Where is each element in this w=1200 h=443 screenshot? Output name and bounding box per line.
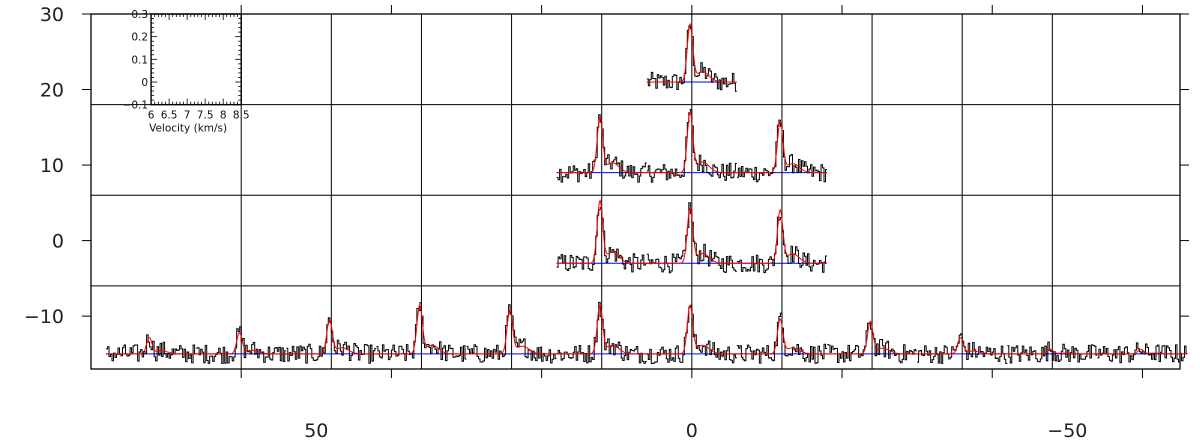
x-tick-label: 50 — [304, 420, 328, 442]
fit-spectrum-line — [286, 318, 377, 355]
spectrum-cell — [646, 22, 737, 92]
spectrum-cell — [286, 317, 377, 364]
inset-y-tick-label: 0.1 — [131, 54, 148, 66]
fit-spectrum-line — [1097, 348, 1188, 355]
fit-spectrum-line — [736, 318, 827, 355]
fit-spectrum-line — [827, 320, 918, 355]
fit-spectrum-line — [556, 304, 647, 355]
observed-spectrum-line — [646, 109, 737, 183]
spectrum-cell — [736, 119, 828, 183]
fit-spectrum-line — [556, 199, 647, 264]
observed-spectrum-line — [376, 302, 467, 362]
inset-x-tick-label: 6 — [148, 110, 155, 122]
spectrum-cell — [466, 304, 557, 364]
spectrum-cell — [556, 114, 647, 183]
spectrum-cell — [1007, 341, 1098, 364]
spectrum-cell — [556, 301, 647, 364]
inset-x-tick-label: 8 — [220, 110, 227, 122]
fit-spectrum-line — [917, 337, 1008, 355]
spectrum-cell — [827, 320, 918, 364]
inset-y-tick-label: 0 — [141, 77, 148, 89]
fit-spectrum-line — [1007, 348, 1098, 355]
observed-spectrum-line — [827, 322, 918, 364]
fit-spectrum-line — [466, 308, 557, 355]
fit-spectrum-line — [736, 120, 827, 174]
x-tick-label: −50 — [1047, 420, 1087, 442]
spectra-layer — [106, 22, 1188, 364]
inset-x-tick-label: 6.5 — [161, 110, 178, 122]
inset-y-tick-label: 0.2 — [131, 32, 148, 44]
fit-spectrum-line — [646, 206, 737, 264]
fit-spectrum-line — [646, 304, 737, 355]
fit-spectrum-line — [646, 111, 737, 174]
observed-spectrum-line — [1097, 342, 1188, 364]
tick-labels: 50 0 −50 30 20 10 0 −10 — [24, 4, 1088, 442]
y-tick-label: 20 — [40, 80, 64, 102]
spectrum-cell — [376, 302, 467, 362]
inset-x-axis-label: Velocity (km/s) — [149, 123, 227, 135]
observed-spectrum-line — [917, 333, 1008, 364]
spectrum-cell — [736, 312, 828, 364]
plot-frame — [90, 13, 1181, 370]
fit-spectrum-line — [556, 116, 647, 174]
y-tick-label: −10 — [24, 306, 64, 328]
inset-x-tick-label: 8.5 — [233, 110, 250, 122]
inset-y-tick-label: 0.3 — [131, 9, 148, 21]
observed-spectrum-line — [1007, 341, 1098, 364]
observed-spectrum-line — [556, 301, 647, 364]
y-tick-label: 0 — [52, 231, 64, 253]
y-tick-label: 10 — [40, 155, 64, 177]
fit-spectrum-line — [646, 22, 737, 83]
observed-spectrum-line — [736, 312, 827, 364]
axis-ticks — [82, 5, 1189, 378]
observed-spectrum-line — [106, 334, 197, 364]
inset-x-tick-label: 7.5 — [197, 110, 214, 122]
fit-spectrum-line — [196, 332, 287, 355]
spectrum-cell — [736, 208, 828, 274]
spectrum-cell — [556, 199, 647, 273]
inset-y-tick-label: −0.1 — [123, 100, 149, 112]
spectrum-cell — [646, 109, 737, 183]
grid-lines — [91, 14, 1180, 369]
observed-spectrum-line — [196, 326, 287, 364]
y-tick-label: 30 — [40, 4, 64, 26]
spectrum-cell — [1097, 342, 1188, 364]
inset-x-tick-label: 7 — [184, 110, 191, 122]
spectrum-cell — [106, 334, 197, 364]
spectrum-cell — [646, 304, 737, 364]
fit-spectrum-line — [376, 304, 467, 355]
fit-spectrum-line — [106, 337, 197, 355]
spectrum-cell — [917, 333, 1008, 364]
fit-spectrum-line — [736, 208, 827, 264]
x-tick-label: 0 — [686, 420, 698, 442]
spectrum-cell — [646, 202, 737, 274]
spectrum-cell — [196, 326, 287, 364]
